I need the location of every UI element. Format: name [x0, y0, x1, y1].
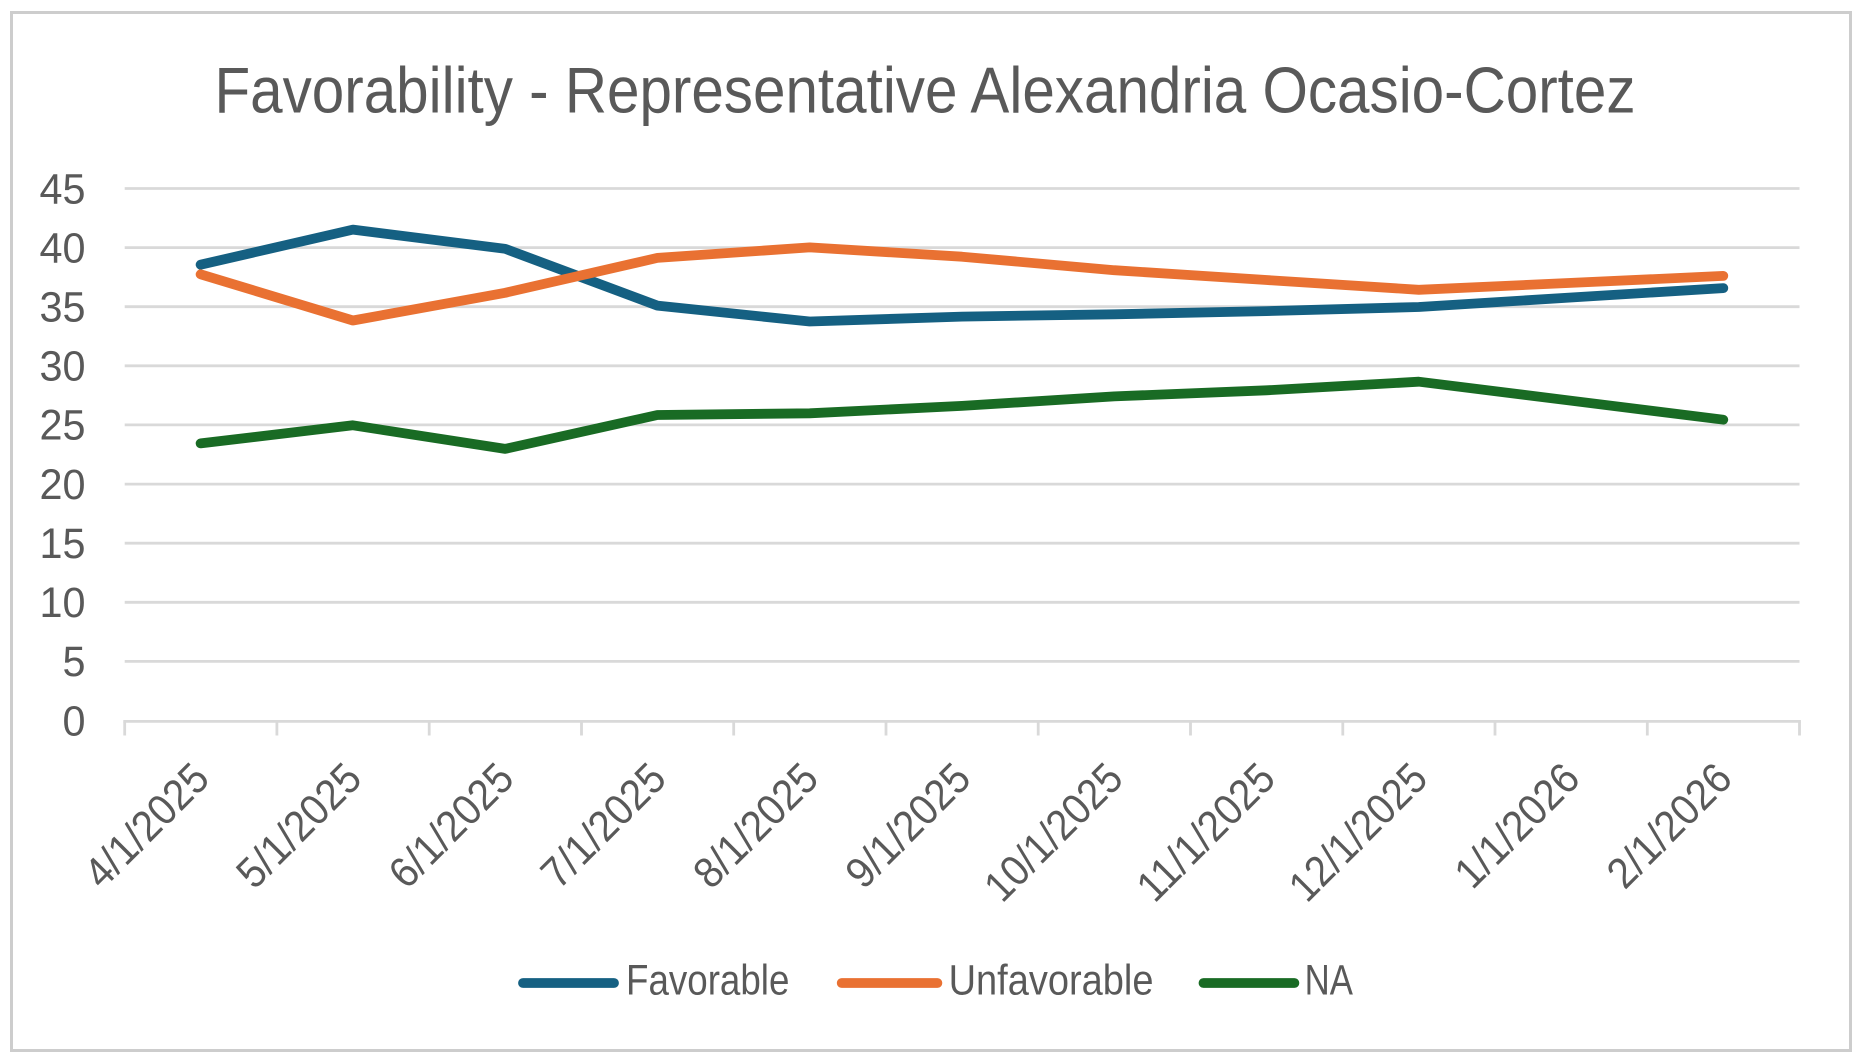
svg-text:35: 35 [40, 284, 86, 332]
svg-text:20: 20 [40, 461, 86, 509]
svg-text:Favorable: Favorable [626, 957, 789, 1005]
svg-text:0: 0 [63, 697, 86, 745]
svg-text:30: 30 [40, 343, 86, 391]
svg-text:Favorability - Representative: Favorability - Representative Alexandria… [215, 54, 1636, 127]
svg-text:10: 10 [40, 579, 86, 627]
svg-text:5: 5 [63, 638, 86, 686]
svg-text:15: 15 [40, 520, 86, 568]
svg-text:Unfavorable: Unfavorable [949, 957, 1154, 1005]
svg-text:45: 45 [40, 165, 86, 213]
svg-text:NA: NA [1305, 957, 1354, 1005]
svg-text:40: 40 [40, 224, 86, 272]
svg-text:25: 25 [40, 402, 86, 450]
